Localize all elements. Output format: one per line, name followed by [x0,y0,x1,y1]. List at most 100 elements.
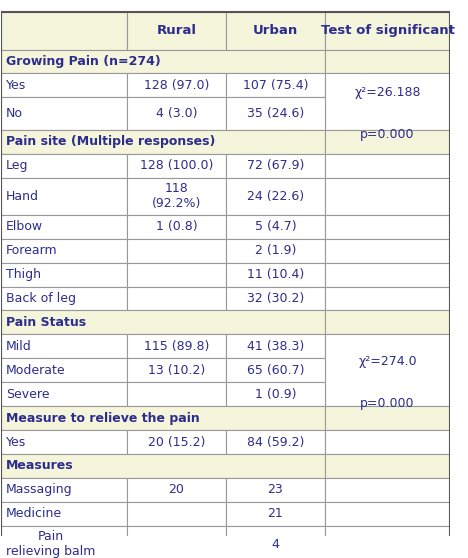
Bar [127,478,226,502]
Bar [1,454,325,478]
Bar [1,12,127,50]
Text: Thigh: Thigh [6,268,41,281]
Text: Hand: Hand [6,190,39,203]
Text: Yes: Yes [6,79,26,92]
Text: Pain Status: Pain Status [6,316,86,329]
Text: 1 (0.9): 1 (0.9) [255,388,296,401]
Text: 128 (100.0): 128 (100.0) [140,160,213,172]
Bar [127,178,226,215]
Text: Yes: Yes [6,436,26,449]
Text: 2 (1.9): 2 (1.9) [255,244,296,257]
Bar [1,130,325,154]
Bar [226,239,325,263]
Text: 72 (67.9): 72 (67.9) [247,160,304,172]
Text: Pain site (Multiple responses): Pain site (Multiple responses) [6,136,215,148]
Bar [127,334,226,358]
Bar [1,97,127,130]
Text: Test of significant: Test of significant [321,25,454,37]
Text: 35 (24.6): 35 (24.6) [247,107,304,120]
Bar [127,358,226,382]
Bar [127,12,226,50]
Bar [325,287,451,310]
Bar [127,287,226,310]
Text: 84 (59.2): 84 (59.2) [247,436,304,449]
Bar [325,130,451,154]
Bar [1,178,127,215]
Bar [325,74,451,130]
Bar [1,154,127,178]
Text: 20 (15.2): 20 (15.2) [148,436,205,449]
Bar [1,310,325,334]
Bar [226,526,325,558]
Bar [226,287,325,310]
Text: Leg: Leg [6,160,29,172]
Text: 4 (3.0): 4 (3.0) [156,107,197,120]
Text: Rural: Rural [156,25,197,37]
Bar [127,382,226,406]
Bar [1,239,127,263]
Bar [127,239,226,263]
Text: 4: 4 [271,538,279,551]
Bar [325,334,451,406]
Bar [127,526,226,558]
Bar [325,215,451,239]
Bar [127,97,226,130]
Bar [226,334,325,358]
Text: 13 (10.2): 13 (10.2) [148,364,205,377]
Bar [226,358,325,382]
Bar [325,50,451,74]
Text: 20: 20 [168,483,184,497]
Text: 24 (22.6): 24 (22.6) [247,190,304,203]
Text: Mild: Mild [6,340,32,353]
Text: Growing Pain (n=274): Growing Pain (n=274) [6,55,161,68]
Bar [127,263,226,287]
Bar [1,478,127,502]
Bar [127,215,226,239]
Bar [1,382,127,406]
Text: 65 (60.7): 65 (60.7) [247,364,304,377]
Text: Measures: Measures [6,459,73,473]
Text: 11 (10.4): 11 (10.4) [247,268,304,281]
Text: Severe: Severe [6,388,50,401]
Bar [226,263,325,287]
Text: Pain
relieving balm: Pain relieving balm [6,530,95,558]
Text: Measure to relieve the pain: Measure to relieve the pain [6,412,200,425]
Bar [226,502,325,526]
Bar [325,154,451,178]
Bar [325,310,451,334]
Text: χ²=274.0

p=0.000: χ²=274.0 p=0.000 [358,355,417,410]
Text: 107 (75.4): 107 (75.4) [242,79,308,92]
Bar [325,430,451,454]
Bar [1,358,127,382]
Text: 41 (38.3): 41 (38.3) [247,340,304,353]
Bar [1,263,127,287]
Text: 23: 23 [267,483,283,497]
Text: 115 (89.8): 115 (89.8) [144,340,209,353]
Bar [325,178,451,215]
Bar [226,154,325,178]
Text: Massaging: Massaging [6,483,73,497]
Text: No: No [6,107,23,120]
Bar [325,526,451,558]
Bar [1,74,127,97]
Text: 21: 21 [267,507,283,520]
Bar [1,430,127,454]
Bar [127,502,226,526]
Text: 5 (4.7): 5 (4.7) [255,220,296,233]
Bar [1,50,325,74]
Bar [226,430,325,454]
Bar [127,430,226,454]
Bar [1,287,127,310]
Text: Back of leg: Back of leg [6,292,76,305]
Text: Urban: Urban [253,25,298,37]
Text: Medicine: Medicine [6,507,62,520]
Bar [127,74,226,97]
Bar [226,178,325,215]
Text: 128 (97.0): 128 (97.0) [144,79,209,92]
Bar [325,406,451,430]
Bar [226,382,325,406]
Text: 118
(92.2%): 118 (92.2%) [152,182,201,210]
Bar [127,154,226,178]
Text: Moderate: Moderate [6,364,66,377]
Bar [1,406,325,430]
